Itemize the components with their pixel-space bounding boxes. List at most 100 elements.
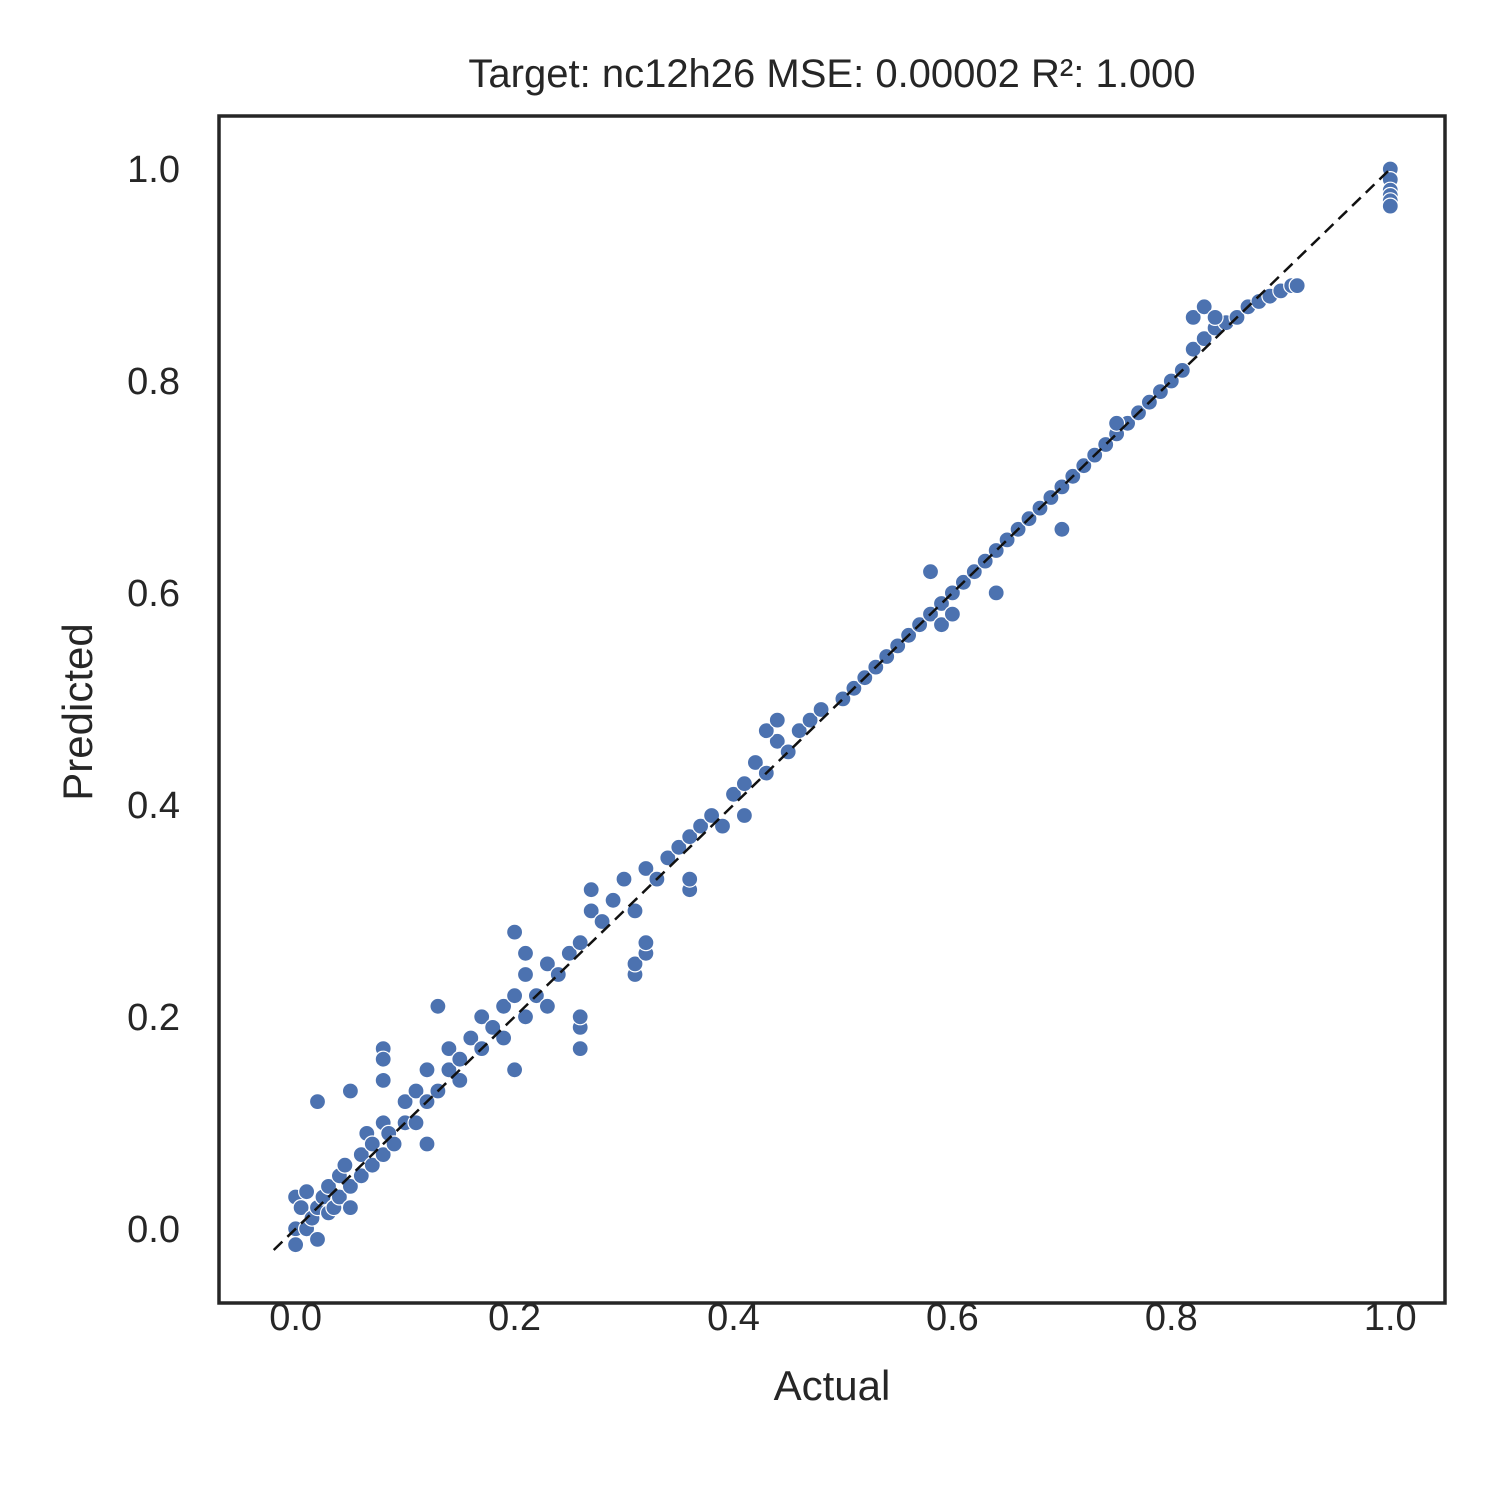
data-point (801, 711, 819, 729)
data-point (287, 1236, 305, 1254)
x-tick-label: 0.8 (1145, 1297, 1198, 1339)
data-point (396, 1092, 414, 1111)
y-tick-label: 1.0 (127, 149, 180, 191)
data-point (330, 1188, 348, 1206)
data-point (768, 711, 786, 729)
data-point (1195, 298, 1213, 316)
data-point (385, 1135, 403, 1153)
data-point (440, 1039, 458, 1058)
data-point (691, 817, 710, 835)
data-point (812, 700, 830, 719)
x-tick-label: 1.0 (1364, 1297, 1417, 1339)
data-point (407, 1082, 425, 1100)
data-point (374, 1145, 392, 1164)
data-point (352, 1145, 370, 1164)
x-axis-label: Actual (774, 1362, 891, 1409)
data-point (921, 563, 940, 581)
data-point (495, 1029, 513, 1047)
data-point (1107, 414, 1126, 432)
data-point (308, 1092, 327, 1111)
data-point (626, 955, 644, 973)
y-tick-label: 0.8 (127, 361, 180, 403)
data-point (516, 944, 535, 962)
data-point (593, 912, 611, 931)
data-point (451, 1071, 469, 1090)
data-point (626, 902, 644, 920)
data-point (341, 1177, 359, 1196)
plot-frame (217, 114, 1447, 1305)
data-point (1053, 520, 1071, 538)
y-tick-label: 0.6 (127, 573, 180, 615)
data-point (637, 934, 655, 952)
data-point (451, 1050, 469, 1068)
y-tick-label: 0.2 (127, 997, 180, 1039)
data-point (1288, 277, 1306, 295)
data-point (943, 605, 962, 623)
data-point (987, 584, 1005, 602)
data-point (659, 849, 677, 867)
data-point (571, 934, 589, 952)
data-point (341, 1198, 359, 1217)
x-axis-ticks: 0.0 0.2 0.4 0.6 0.8 1.0 (269, 1297, 1416, 1339)
data-point (681, 828, 699, 846)
data-point (735, 775, 754, 793)
data-point (1195, 330, 1213, 348)
data-point (1184, 308, 1202, 326)
y-axis-label: Predicted (54, 623, 101, 800)
data-point (724, 785, 743, 803)
data-point (1184, 340, 1202, 358)
data-point (429, 997, 447, 1015)
data-point (538, 997, 557, 1015)
data-point (538, 955, 557, 973)
data-point (637, 859, 655, 878)
data-point (615, 870, 633, 888)
y-tick-label: 0.4 (127, 785, 180, 827)
y-axis-ticks: 0.0 0.2 0.4 0.6 0.8 1.0 (127, 149, 180, 1251)
data-point (308, 1230, 327, 1249)
x-tick-label: 0.0 (269, 1297, 322, 1339)
data-point (560, 944, 578, 962)
data-point (363, 1135, 381, 1153)
data-point (790, 722, 808, 740)
data-point (702, 806, 721, 825)
data-point (1381, 197, 1399, 215)
data-point (932, 616, 951, 634)
data-point (462, 1029, 480, 1047)
data-point (571, 1039, 589, 1058)
data-point (505, 923, 524, 941)
data-point (505, 987, 524, 1005)
data-point (670, 838, 688, 856)
data-point (681, 870, 699, 888)
data-point (516, 965, 535, 984)
data-point (473, 1008, 491, 1026)
data-point (516, 1008, 535, 1026)
data-point (571, 1008, 589, 1026)
data-point (363, 1156, 381, 1174)
data-point (768, 732, 786, 750)
data-point (582, 881, 600, 899)
data-point (604, 891, 622, 909)
data-point (341, 1082, 359, 1100)
data-point (440, 1061, 458, 1079)
data-point (319, 1177, 338, 1196)
data-point (495, 997, 513, 1015)
chart-title: Target: nc12h26 MSE: 0.00002 R²: 1.000 (468, 52, 1195, 96)
data-point (505, 1061, 524, 1079)
data-point (757, 722, 775, 740)
x-tick-label: 0.6 (926, 1297, 979, 1339)
data-point (298, 1183, 316, 1201)
data-point (1206, 308, 1224, 326)
data-point (336, 1156, 354, 1174)
data-point (374, 1050, 392, 1068)
data-point (484, 1018, 502, 1037)
x-tick-label: 0.2 (488, 1297, 541, 1339)
data-point (735, 806, 754, 825)
data-point (407, 1114, 425, 1132)
data-point (582, 902, 600, 920)
data-point (746, 753, 765, 772)
data-point (418, 1135, 436, 1153)
data-point (713, 817, 732, 835)
identity-reference-line (272, 168, 1392, 1251)
data-point (374, 1071, 392, 1090)
